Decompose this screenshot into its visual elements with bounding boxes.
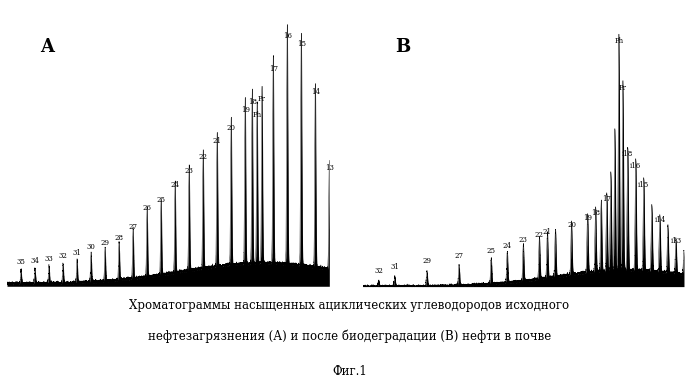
Text: 27: 27 — [129, 223, 138, 231]
Text: Pr: Pr — [258, 95, 266, 104]
Text: 31: 31 — [390, 263, 399, 271]
Text: 23: 23 — [519, 236, 528, 244]
Text: 21: 21 — [212, 137, 222, 145]
Text: 31: 31 — [73, 249, 82, 257]
Text: нефтезагрязнения (А) и после биодеградации (В) нефти в почве: нефтезагрязнения (А) и после биодеградац… — [148, 329, 551, 343]
Text: 22: 22 — [535, 231, 544, 239]
Text: 19: 19 — [240, 105, 250, 114]
Text: 24: 24 — [171, 181, 180, 189]
Text: i15: i15 — [638, 181, 649, 189]
Text: Ph: Ph — [614, 37, 624, 45]
Text: 28: 28 — [115, 234, 124, 242]
Text: i16: i16 — [630, 162, 642, 170]
Text: i13: i13 — [670, 238, 682, 245]
Text: 21: 21 — [543, 228, 552, 236]
Text: 16: 16 — [283, 32, 291, 40]
Text: i14: i14 — [654, 216, 665, 224]
Text: 17: 17 — [603, 195, 612, 203]
Text: 34: 34 — [31, 257, 39, 265]
Text: 20: 20 — [226, 124, 236, 132]
Text: A: A — [40, 38, 54, 56]
Text: 29: 29 — [101, 239, 110, 247]
Text: 20: 20 — [567, 221, 576, 229]
Text: 19: 19 — [583, 214, 592, 222]
Text: Фиг.1: Фиг.1 — [332, 365, 367, 378]
Text: Pr: Pr — [619, 84, 627, 92]
Text: Ph: Ph — [252, 110, 261, 119]
Text: 29: 29 — [422, 258, 431, 265]
Text: 25: 25 — [157, 196, 166, 204]
Text: 13: 13 — [325, 164, 333, 172]
Text: 26: 26 — [143, 204, 152, 212]
Text: 27: 27 — [454, 252, 463, 260]
Text: 18: 18 — [591, 209, 600, 217]
Text: B: B — [396, 38, 411, 56]
Text: 24: 24 — [503, 242, 512, 250]
Text: i18: i18 — [622, 150, 633, 158]
Text: Хроматограммы насыщенных ациклических углеводородов исходного: Хроматограммы насыщенных ациклических уг… — [129, 298, 570, 311]
Text: 23: 23 — [185, 167, 194, 175]
Text: 30: 30 — [87, 243, 96, 251]
Text: 33: 33 — [45, 255, 53, 263]
Text: 18: 18 — [247, 98, 257, 106]
Text: 32: 32 — [374, 267, 383, 275]
Text: 15: 15 — [297, 40, 305, 48]
Text: 25: 25 — [487, 247, 496, 255]
Text: 35: 35 — [17, 258, 25, 266]
Text: 17: 17 — [268, 65, 278, 73]
Text: 32: 32 — [59, 252, 68, 260]
Text: 14: 14 — [311, 88, 320, 96]
Text: 22: 22 — [199, 154, 208, 161]
